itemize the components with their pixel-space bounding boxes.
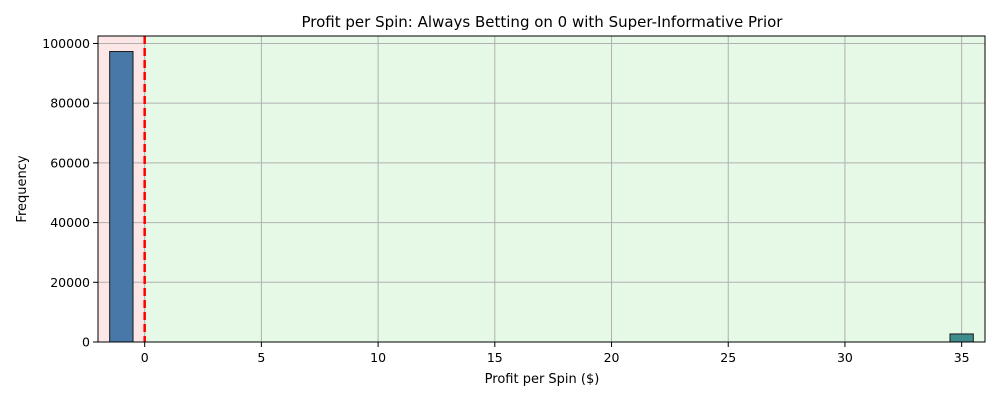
x-tick-label: 5 — [257, 350, 265, 365]
ticks: 0 5 10 15 20 25 30 35 0 20000 40000 60000 80000 10000… — [42, 36, 969, 365]
shaded-regions — [98, 36, 985, 342]
y-axis-label: Frequency — [15, 155, 30, 222]
x-tick-label: 20 — [604, 350, 620, 365]
plot-border — [97, 35, 986, 343]
shaded-region-1 — [144, 36, 985, 342]
y-tick-label: 0 — [82, 335, 90, 350]
histogram-bar-1 — [949, 333, 974, 343]
chart-title: Profit per Spin: Always Betting on 0 wit… — [302, 13, 784, 31]
y-tick-label: 40000 — [50, 215, 90, 230]
y-tick-label: 80000 — [50, 96, 90, 111]
histogram-bar-0 — [109, 51, 134, 343]
x-tick-label: 35 — [954, 350, 970, 365]
x-tick-label: 15 — [487, 350, 503, 365]
y-tick-label: 100000 — [42, 36, 90, 51]
y-tick-label: 60000 — [50, 155, 90, 170]
x-tick-label: 30 — [837, 350, 853, 365]
x-tick-label: 25 — [720, 350, 736, 365]
x-tick-label: 0 — [141, 350, 149, 365]
plot-frame — [97, 35, 986, 343]
y-tick-label: 20000 — [50, 275, 90, 290]
x-axis-label: Profit per Spin ($) — [485, 372, 600, 387]
x-tick-label: 10 — [370, 350, 386, 365]
